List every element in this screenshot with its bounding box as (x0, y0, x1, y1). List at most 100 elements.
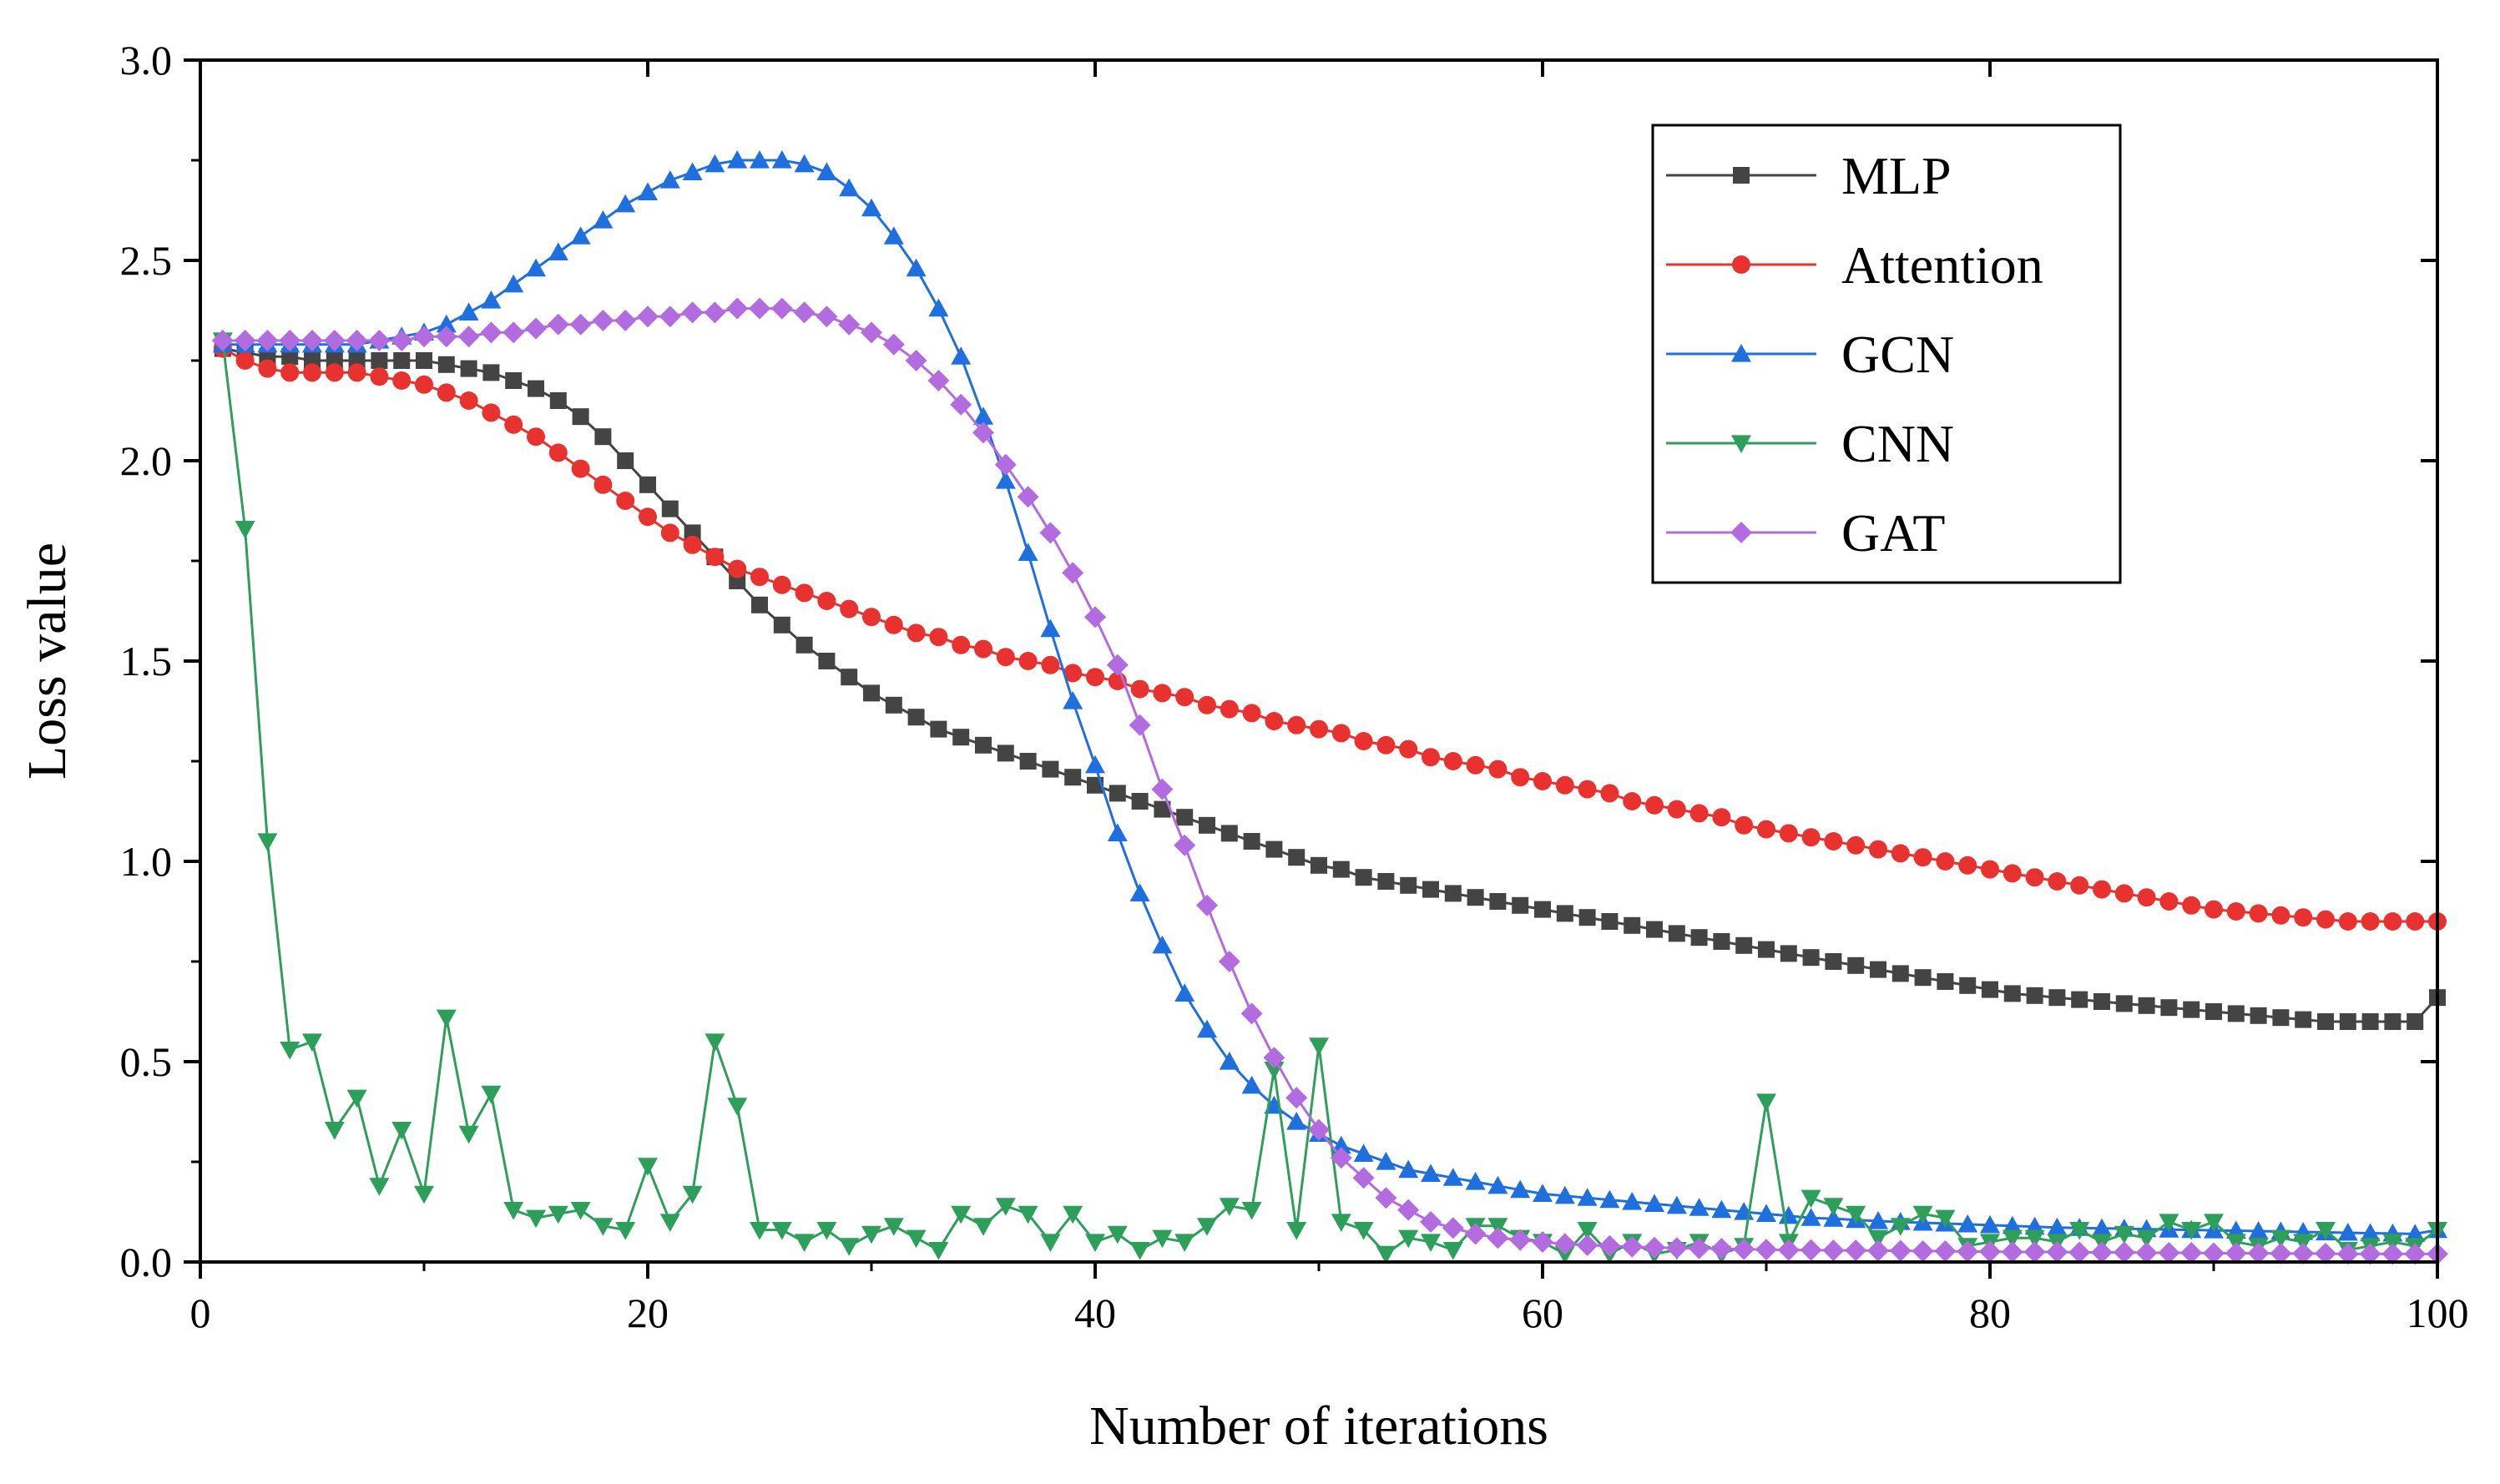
data-point (1040, 1234, 1061, 1252)
data-point (2159, 892, 2179, 911)
x-tick-label: 40 (1074, 1290, 1116, 1336)
data-point (393, 352, 411, 369)
data-point (704, 301, 726, 324)
data-point (570, 226, 591, 245)
data-point (1982, 981, 1998, 998)
data-point (1979, 1240, 2001, 1263)
data-point (592, 310, 614, 331)
x-tick-label: 100 (2407, 1290, 2469, 1336)
data-point (1154, 800, 1171, 818)
data-point (1556, 905, 1573, 922)
data-point (391, 1122, 412, 1140)
data-point (1509, 1229, 1532, 1251)
data-point (1934, 1240, 1957, 1263)
data-point (370, 367, 389, 386)
data-point (863, 684, 880, 702)
data-point (661, 500, 679, 517)
data-point (1957, 1240, 1979, 1263)
y-tick-label: 2.0 (120, 437, 173, 484)
data-point (347, 363, 366, 382)
data-point (1265, 712, 1284, 730)
data-point (257, 833, 278, 851)
data-point (1802, 949, 1820, 967)
data-point (503, 274, 524, 293)
y-tick-label: 1.5 (120, 638, 173, 684)
data-point (818, 653, 836, 669)
data-point (883, 1218, 904, 1236)
data-point (1197, 1218, 1217, 1236)
data-point (2205, 900, 2223, 919)
data-point (2270, 1229, 2291, 1249)
data-point (1758, 941, 1775, 958)
data-point (235, 521, 255, 539)
data-point (1106, 654, 1129, 676)
series-cnn (212, 332, 2447, 1264)
data-point (323, 330, 346, 351)
data-point (906, 1229, 927, 1249)
legend-label: Attention (1841, 235, 2043, 295)
data-point (457, 326, 480, 348)
data-point (1891, 844, 1910, 863)
data-point (1442, 1168, 1463, 1186)
legend: MLP Attention GCN CNN GAT (1651, 124, 2122, 584)
data-point (1107, 823, 1128, 841)
data-point (1286, 1112, 1307, 1130)
data-point (1599, 1189, 1620, 1209)
data-point (1600, 784, 1619, 803)
data-point (1242, 704, 1261, 723)
data-point (435, 326, 457, 348)
data-point (234, 330, 256, 351)
x-tick-label: 20 (627, 1290, 669, 1336)
data-point (726, 297, 749, 320)
data-point (1375, 1187, 1397, 1209)
data-point (1777, 1239, 1800, 1261)
data-point (1668, 925, 1685, 942)
data-point (839, 178, 860, 197)
data-point (951, 1205, 972, 1224)
data-point (1196, 894, 1218, 916)
data-point (1109, 785, 1126, 802)
data-point (2381, 1243, 2404, 1265)
data-point (1311, 856, 1327, 874)
data-point (2203, 1242, 2225, 1264)
data-point (1890, 1218, 1911, 1236)
data-point (2271, 906, 2290, 925)
data-point (2225, 1242, 2247, 1264)
data-point (569, 313, 592, 336)
data-point (2181, 1222, 2202, 1240)
data-point (527, 427, 545, 447)
data-point (1018, 652, 1038, 670)
data-point (1690, 929, 1708, 946)
data-point (2336, 1243, 2359, 1265)
data-point (1845, 1239, 1867, 1262)
data-point (1778, 1205, 1799, 1224)
data-point (2182, 896, 2201, 915)
y-tick-label: 1.0 (120, 838, 173, 885)
data-point (1644, 1194, 1664, 1212)
data-point (885, 696, 902, 714)
y-tick-label: 3.0 (120, 37, 173, 83)
data-point (1399, 739, 1418, 759)
data-point (1689, 804, 1709, 823)
data-point (1198, 695, 1216, 714)
data-point (2294, 908, 2313, 927)
data-point (772, 575, 791, 594)
data-point (2406, 912, 2425, 931)
data-point (1577, 1222, 1598, 1240)
x-tick-label: 0 (190, 1290, 211, 1336)
data-point (727, 150, 748, 169)
data-point (750, 150, 770, 169)
data-point (416, 352, 432, 369)
data-point (2180, 1241, 2203, 1264)
data-point (1578, 780, 1597, 799)
data-point (2405, 1224, 2426, 1242)
data-point (1017, 486, 1039, 508)
data-point (1107, 1225, 1128, 1244)
data-point (211, 330, 234, 351)
data-point (1623, 792, 1642, 810)
data-point (256, 330, 279, 351)
data-point (2407, 1013, 2424, 1030)
data-point (1912, 1240, 1934, 1263)
data-point (617, 452, 634, 469)
data-point (1555, 775, 1574, 795)
